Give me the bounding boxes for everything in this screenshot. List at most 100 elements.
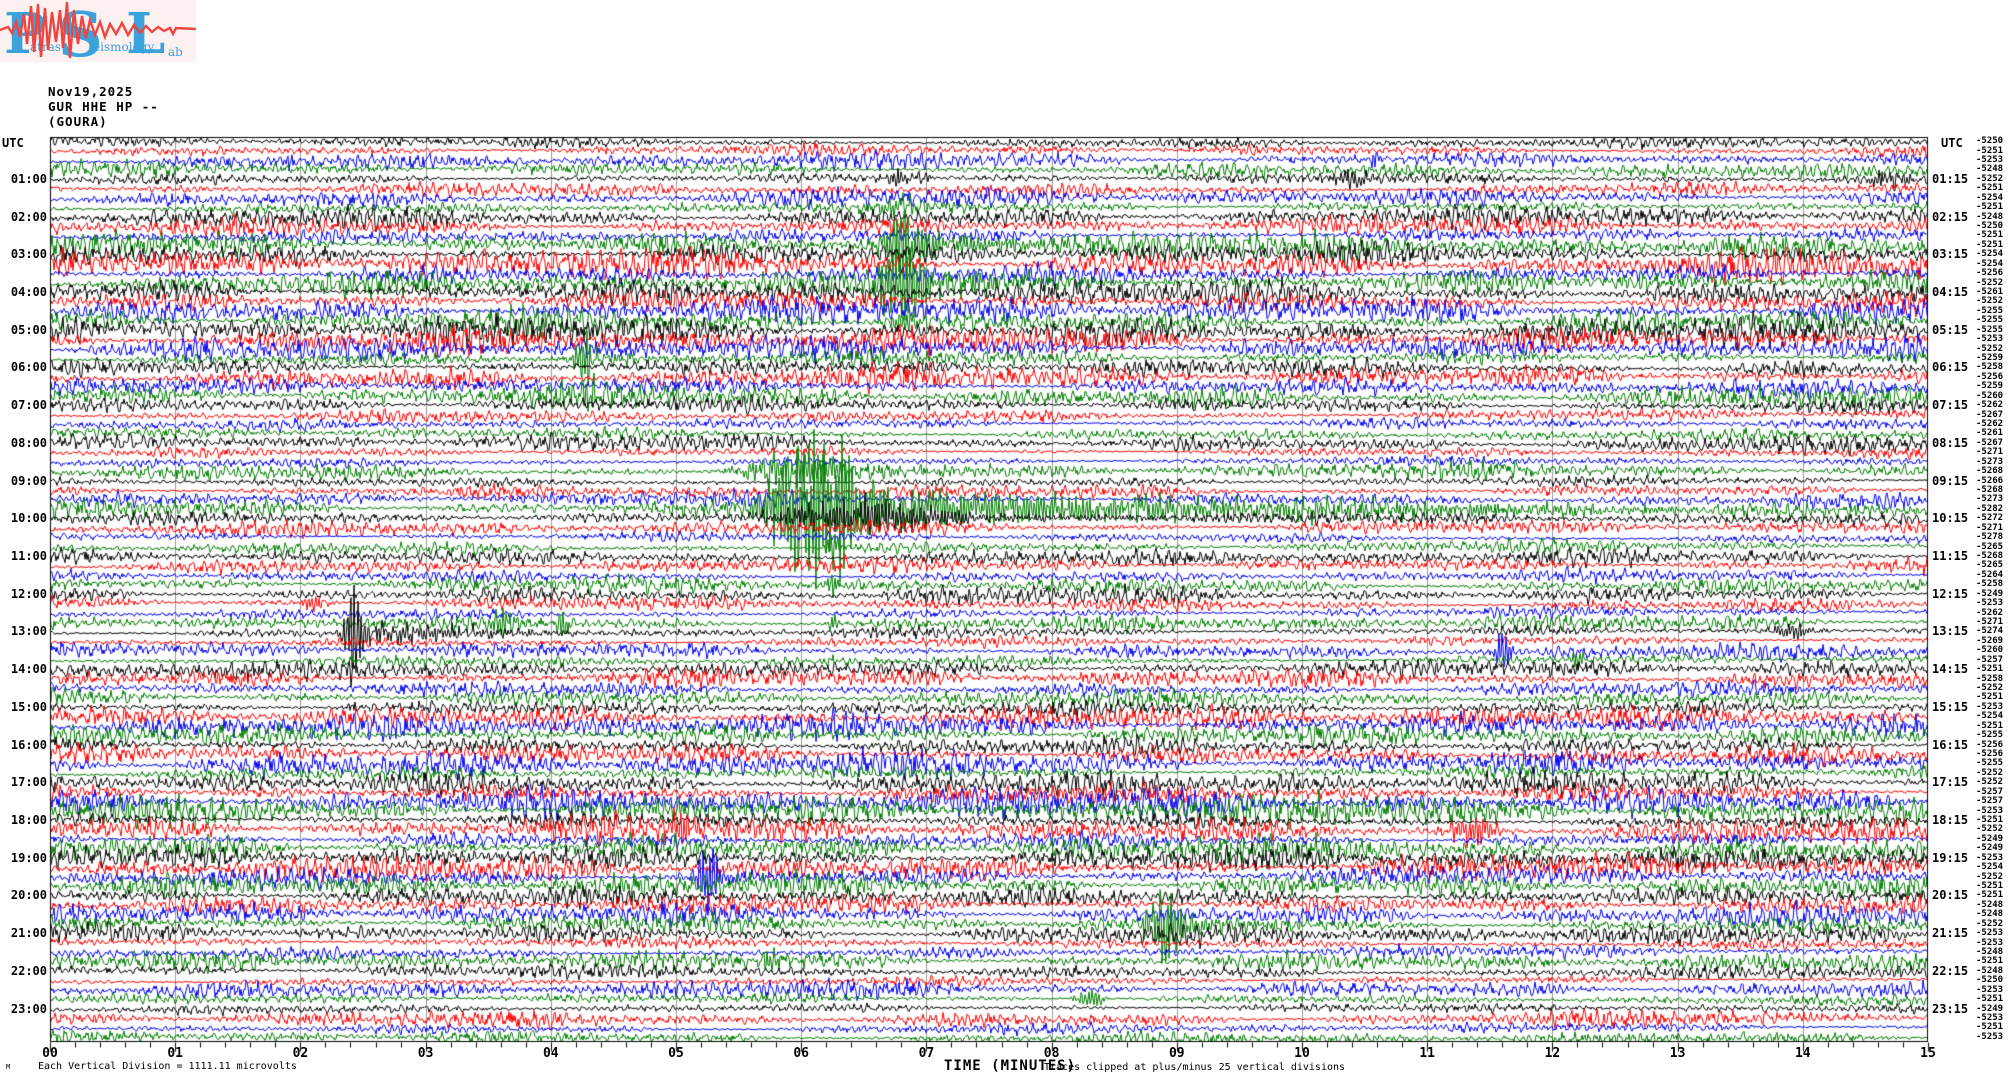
bias-value: -5252	[1976, 343, 2004, 354]
bias-value: -5255	[1976, 305, 2004, 316]
bias-value: -5255	[1976, 758, 2004, 769]
hour-label-right: 03:15	[1932, 247, 1969, 262]
bias-value: -5256	[1976, 739, 2004, 750]
tick-label: 02	[292, 1046, 309, 1061]
logo-word-eismology: eismology	[93, 40, 154, 54]
logo-letter-l: L	[126, 1, 165, 62]
hour-label-left: 01:00	[10, 171, 47, 186]
bias-value: -5253	[1976, 334, 2004, 345]
bias-value: -5253	[1976, 1031, 2004, 1042]
bias-value: -5251	[1976, 1022, 2004, 1033]
bias-value: -5253	[1976, 805, 2004, 816]
hour-label-right: 07:15	[1932, 398, 1969, 413]
hour-label-right: 05:15	[1932, 322, 1969, 337]
bias-value: -5256	[1976, 371, 2004, 382]
bias-value: -5268	[1976, 485, 2004, 496]
hour-label-right: 06:15	[1932, 360, 1969, 375]
hour-label-right: 12:15	[1932, 586, 1969, 601]
hour-label-left: 17:00	[10, 775, 47, 790]
bias-value: -5257	[1976, 796, 2004, 807]
hour-label-left: 23:00	[10, 1001, 47, 1016]
hour-label-left: 14:00	[10, 662, 47, 677]
bias-value: -5258	[1976, 673, 2004, 684]
tick-label: 15	[1920, 1046, 1936, 1061]
tick-label: 04	[542, 1046, 559, 1061]
hour-label-right: 21:15	[1932, 926, 1969, 941]
bias-value: -5254	[1976, 258, 2004, 269]
bias-value: -5254	[1976, 711, 2004, 722]
bias-value: -5251	[1976, 183, 2004, 194]
bias-value: -5249	[1976, 588, 2004, 599]
bias-value: -5254	[1976, 192, 2004, 203]
bias-value: -5248	[1976, 164, 2004, 175]
utc-label-right: UTC	[1941, 136, 1963, 150]
bias-value: -5252	[1976, 824, 2004, 835]
bias-value: -5252	[1976, 173, 2004, 184]
axis-title: TIME (MINUTES)	[944, 1058, 1077, 1074]
bias-value: -5262	[1976, 419, 2004, 430]
bias-value: -5251	[1976, 956, 2004, 967]
hour-label-left: 16:00	[10, 737, 47, 752]
bias-value: -5272	[1976, 513, 2004, 524]
hour-label-left: 03:00	[10, 247, 47, 262]
bias-value: -5255	[1976, 324, 2004, 335]
tick-label: 00	[42, 1046, 58, 1061]
bias-value: -5249	[1976, 833, 2004, 844]
hour-label-right: 11:15	[1932, 549, 1969, 563]
bias-value: -5271	[1976, 616, 2004, 627]
hour-label-right: 08:15	[1932, 435, 1969, 450]
bias-value: -5264	[1976, 569, 2004, 580]
bias-value: -5256	[1976, 748, 2004, 759]
bias-value: -5262	[1976, 607, 2004, 618]
tick-label: 03	[417, 1046, 434, 1061]
bias-value: -5249	[1976, 843, 2004, 854]
bias-value: -5250	[1976, 136, 2004, 147]
logo-seismic-trace	[0, 1, 196, 59]
tick-label: 09	[1168, 1046, 1185, 1061]
tick-label: 10	[1294, 1046, 1310, 1061]
watermark-glyph: M	[6, 1063, 11, 1071]
header-location: (GOURA)	[48, 114, 108, 129]
bias-value: -5251	[1976, 202, 2004, 213]
bias-value: -5253	[1976, 852, 2004, 863]
bias-value: -5256	[1976, 268, 2004, 279]
bias-value: -5252	[1976, 767, 2004, 778]
bias-value: -5250	[1976, 221, 2004, 232]
hour-label-right: 02:15	[1932, 209, 1969, 224]
bias-value: -5267	[1976, 437, 2004, 448]
bias-value: -5261	[1976, 428, 2004, 439]
bias-value: -5268	[1976, 466, 2004, 477]
bias-value: -5266	[1976, 475, 2004, 486]
bias-value: -5253	[1976, 928, 2004, 939]
bias-value: -5251	[1976, 720, 2004, 731]
bias-value: -5250	[1976, 975, 2004, 986]
hour-label-left: 09:00	[10, 473, 47, 488]
bias-value: -5251	[1976, 814, 2004, 825]
bias-value: -5273	[1976, 494, 2004, 505]
tick-label: 01	[167, 1046, 184, 1061]
bias-value: -5261	[1976, 287, 2004, 298]
hour-label-left: 11:00	[10, 549, 47, 563]
hour-label-left: 12:00	[10, 586, 47, 601]
bias-value: -5255	[1976, 315, 2004, 326]
bias-value: -5252	[1976, 277, 2004, 288]
tick-label: 06	[793, 1046, 810, 1061]
bias-value: -5249	[1976, 1003, 2004, 1014]
hour-label-right: 09:15	[1932, 473, 1969, 488]
bias-value: -5271	[1976, 447, 2004, 458]
bias-value: -5251	[1976, 880, 2004, 891]
bias-value: -5253	[1976, 937, 2004, 948]
hour-label-right: 17:15	[1932, 775, 1969, 790]
bias-value: -5253	[1976, 1012, 2004, 1023]
hour-label-right: 16:15	[1932, 737, 1969, 752]
bias-value: -5251	[1976, 692, 2004, 703]
hour-label-right: 22:15	[1932, 963, 1969, 978]
logo-word-ab: ab	[168, 45, 183, 59]
scale-note: Each Vertical Division = 1111.11 microvo…	[38, 1061, 297, 1072]
header-date: Nov19,2025	[48, 84, 134, 99]
bias-value: -5267	[1976, 409, 2004, 420]
bias-value: -5251	[1976, 230, 2004, 241]
bias-value: -5257	[1976, 654, 2004, 665]
